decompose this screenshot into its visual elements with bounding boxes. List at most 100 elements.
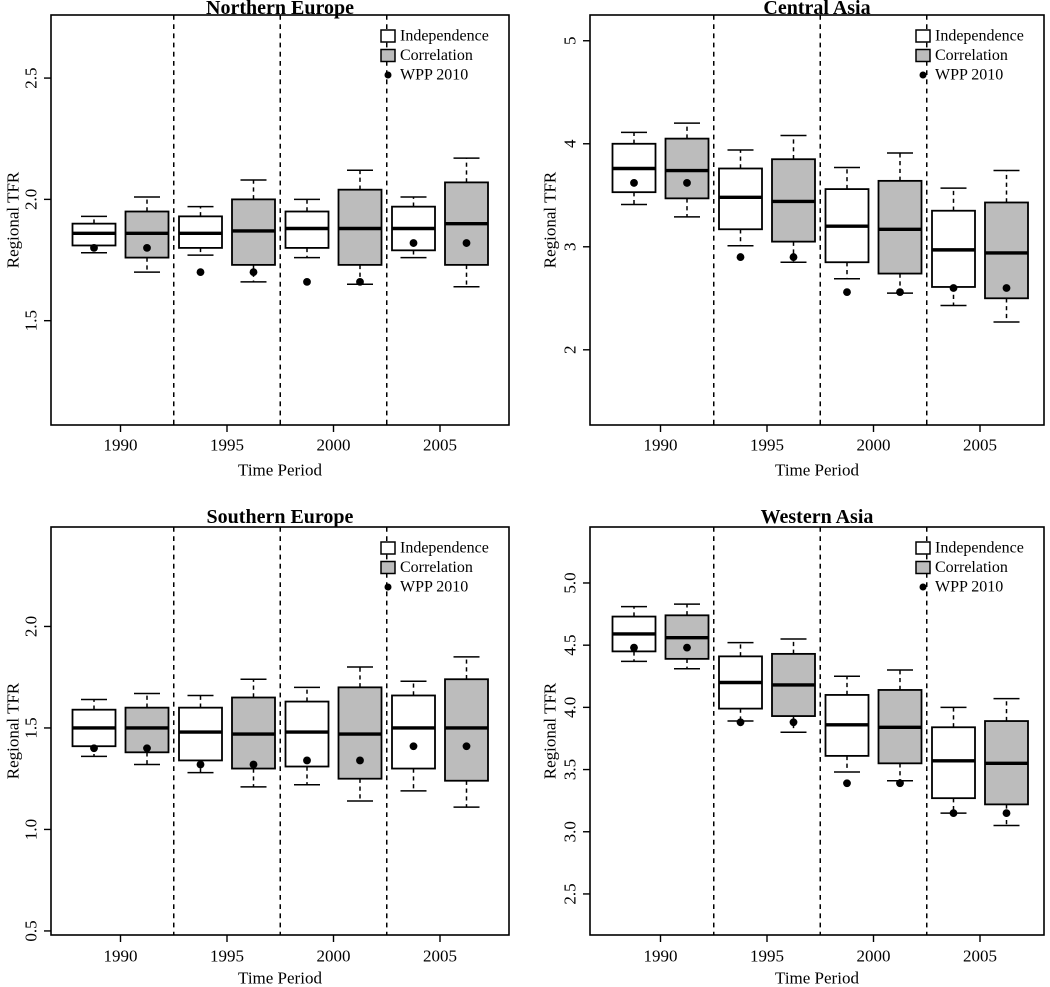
x-tick-label: 2000 — [857, 436, 891, 455]
wpp-dot — [249, 268, 258, 277]
wpp-dot — [143, 744, 151, 753]
panel-northern-europe: 1.5 2.0 2.5 1990 1995 2000 2005 Northern Europe… — [4, 0, 510, 480]
legend-label: Independence — [400, 28, 489, 45]
panel-title: Western Asia — [761, 506, 874, 528]
y-tick-label: 3.5 — [561, 759, 580, 780]
y-tick-label: 2.5 — [22, 67, 41, 88]
x-tick-label: 1995 — [210, 436, 244, 455]
wpp-dot — [143, 243, 151, 252]
x-tick-label: 1995 — [210, 947, 244, 966]
legend-label: Correlation — [400, 559, 473, 576]
x-tick-label: 2000 — [857, 947, 891, 966]
plot-border — [589, 14, 1045, 426]
legend-dot-wpp — [919, 71, 927, 79]
y-tick-label: 0.5 — [22, 920, 41, 941]
box-independence — [178, 706, 223, 762]
panel-title: Southern Europe — [207, 506, 354, 528]
y-tick-label: 1.0 — [22, 819, 41, 840]
legend-label: WPP 2010 — [400, 579, 468, 596]
y-tick-label: 2.5 — [561, 883, 580, 904]
wpp-dot — [736, 718, 745, 727]
legend-label: Correlation — [400, 47, 473, 64]
legend-swatch-independence — [380, 541, 396, 555]
wpp-dot — [409, 239, 418, 247]
wpp-dot — [843, 779, 851, 788]
panel-southern-europe: 0.5 1.0 1.5 2.0 1990 1995 2000 2005 Southern Eur… — [4, 506, 510, 987]
x-tick-label: 1995 — [750, 947, 784, 966]
wpp-dot — [90, 744, 98, 753]
y-tick-label: 5 — [561, 37, 580, 46]
legend-swatch-correlation — [380, 560, 396, 575]
x-axis-label: Time Period — [775, 461, 859, 480]
wpp-dot — [249, 760, 258, 769]
wpp-dot — [462, 239, 471, 247]
wpp-dot — [196, 760, 205, 769]
x-tick-label: 2005 — [423, 436, 457, 455]
y-tick-label: 2 — [561, 346, 580, 355]
box-independence — [931, 726, 976, 800]
legend-swatch-independence — [380, 29, 396, 43]
plot-border — [50, 14, 510, 426]
plot-border — [50, 526, 510, 936]
wpp-dot — [896, 779, 904, 788]
x-tick-label: 2000 — [317, 436, 351, 455]
legend-label: Independence — [400, 540, 489, 557]
panel-central-asia: 2 3 4 5 1990 1995 2000 2005 Central Asia Time Per… — [541, 0, 1045, 480]
x-tick-label: 1990 — [104, 947, 138, 966]
y-axis-label: Regional TFR — [541, 682, 560, 779]
legend-dot-wpp — [919, 583, 927, 591]
y-tick-label: 1.5 — [22, 717, 41, 738]
y-tick-label: 4.5 — [561, 635, 580, 656]
panel-title: Central Asia — [763, 0, 870, 19]
x-tick-label: 1990 — [104, 436, 138, 455]
wpp-dot — [683, 643, 691, 652]
x-tick-label: 1995 — [750, 436, 784, 455]
box-correlation — [984, 201, 1029, 300]
legend-label: Independence — [935, 540, 1024, 557]
wpp-dot — [683, 179, 691, 187]
legend-label: WPP 2010 — [935, 67, 1003, 84]
y-tick-label: 1.5 — [22, 310, 41, 331]
x-tick-label: 2000 — [317, 947, 351, 966]
panel-western-asia: 2.5 3.0 3.5 4.0 4.5 5.0 1990 1995 2000 2005 Wester… — [541, 506, 1045, 987]
y-tick-label: 5.0 — [561, 572, 580, 593]
legend-swatch-correlation — [380, 48, 396, 63]
y-tick-label: 2.0 — [22, 616, 41, 637]
x-tick-label: 2005 — [423, 947, 457, 966]
y-tick-label: 3 — [561, 243, 580, 252]
box-independence — [284, 700, 330, 768]
wpp-dot — [630, 643, 638, 652]
wpp-dot — [303, 277, 311, 286]
box-correlation — [664, 137, 710, 200]
x-tick-label: 1990 — [644, 436, 678, 455]
wpp-dot — [736, 253, 745, 261]
y-tick-label: 3.0 — [561, 821, 580, 842]
wpp-dot — [409, 742, 418, 751]
y-tick-label: 2.0 — [22, 189, 41, 210]
y-axis-label: Regional TFR — [541, 171, 560, 268]
y-axis-label: Regional TFR — [4, 171, 23, 268]
wpp-dot — [949, 809, 958, 817]
y-tick-label: 4 — [561, 139, 580, 148]
x-tick-label: 1990 — [644, 947, 678, 966]
wpp-dot — [196, 268, 205, 277]
legend-swatch-independence — [915, 541, 931, 555]
wpp-dot — [356, 277, 364, 286]
plot-border — [589, 526, 1045, 936]
legend-swatch-correlation — [915, 560, 931, 575]
legend-dot-wpp — [384, 71, 392, 79]
x-tick-label: 2005 — [963, 436, 997, 455]
box-correlation — [444, 678, 489, 782]
box-independence — [391, 694, 436, 770]
x-axis-label: Time Period — [238, 461, 322, 480]
box-correlation — [877, 179, 923, 275]
legend-swatch-correlation — [915, 48, 931, 63]
y-axis-label: Regional TFR — [4, 682, 23, 779]
x-axis-label: Time Period — [775, 969, 859, 987]
wpp-dot — [843, 288, 851, 297]
wpp-dot — [303, 756, 311, 765]
wpp-dot — [789, 718, 798, 727]
legend-label: WPP 2010 — [935, 579, 1003, 596]
wpp-dot — [356, 756, 364, 765]
panel-title: Northern Europe — [206, 0, 354, 19]
